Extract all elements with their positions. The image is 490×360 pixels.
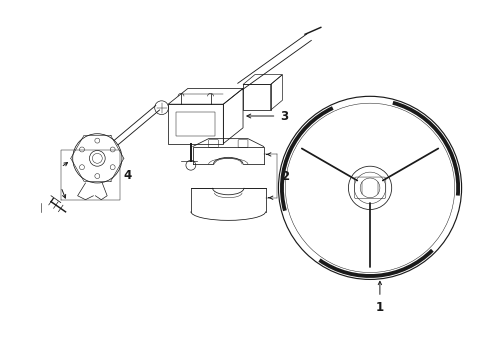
Text: 4: 4 xyxy=(124,168,132,181)
Text: 2: 2 xyxy=(281,170,290,183)
Text: 1: 1 xyxy=(376,301,384,314)
Text: 3: 3 xyxy=(280,109,289,122)
